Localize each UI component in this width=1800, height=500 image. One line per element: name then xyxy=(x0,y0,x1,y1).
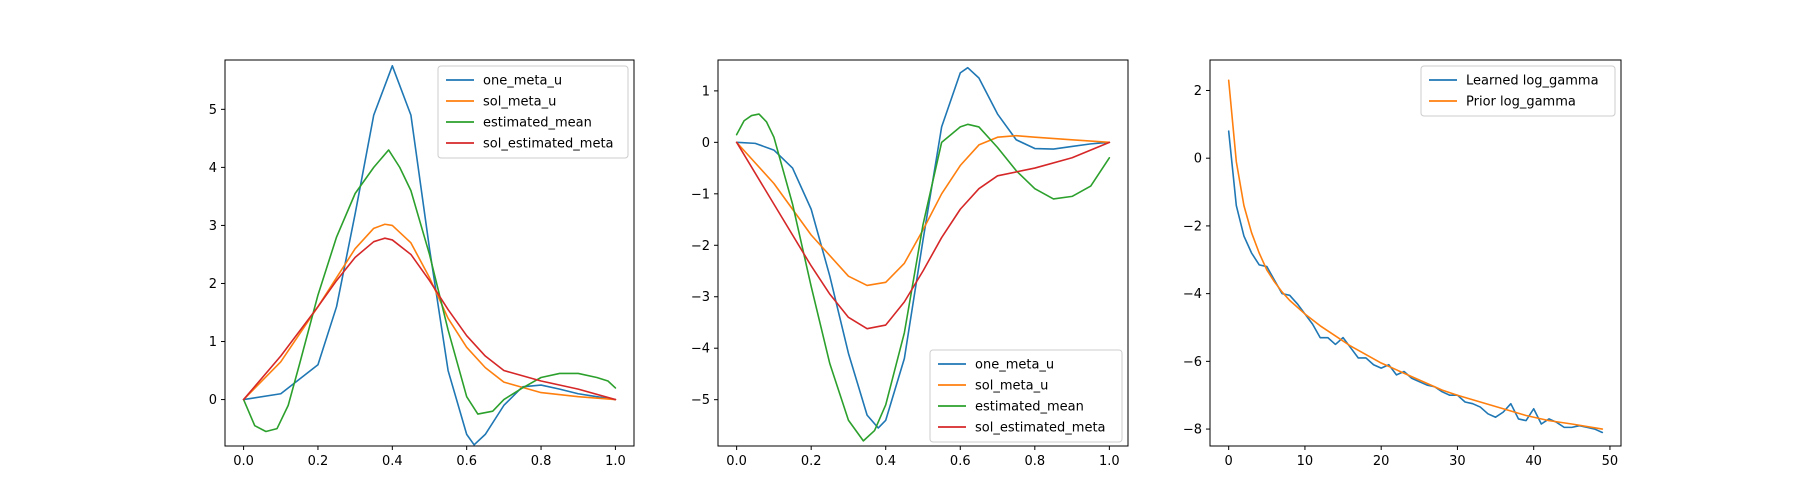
subplot-1: 0.0 0.2 0.4 0.6 0.8 1.0 0 1 2 3 4 5 one_meta_u sol_me… xyxy=(209,59,635,469)
axes-frame xyxy=(1209,59,1622,447)
series-line-one-meta-u xyxy=(242,65,617,446)
y-tick-label: 0 xyxy=(1194,152,1202,167)
y-tick-label: 2 xyxy=(1194,84,1202,99)
legend-label: sol_estimated_meta xyxy=(975,421,1106,436)
legend-label: sol_meta_u xyxy=(975,379,1048,394)
x-tick-label: 20 xyxy=(1373,454,1390,469)
axes-frame xyxy=(717,59,1129,447)
y-tick-label: 1 xyxy=(209,335,217,350)
series-line-prior-log-gamma xyxy=(1227,79,1604,430)
plot-lines xyxy=(242,65,617,446)
x-tick-label: 0.6 xyxy=(950,454,971,469)
y-tick-label: −3 xyxy=(691,290,710,305)
legend-label: Prior log_gamma xyxy=(1466,95,1576,110)
legend-label: one_meta_u xyxy=(483,74,562,89)
y-tick-label: −2 xyxy=(691,239,710,254)
y-tick-label: 1 xyxy=(702,84,710,99)
axes-frame xyxy=(224,59,635,447)
subplot-2: 0.0 0.2 0.4 0.6 0.8 1.0 −5 −4 −3 −2 −1 0 1 one_meta_u… xyxy=(691,59,1129,469)
legend-label: one_meta_u xyxy=(975,358,1054,373)
series-line-one-meta-u xyxy=(735,66,1111,429)
series-line-sol-estimated-meta xyxy=(242,237,617,401)
x-tick-label: 0.8 xyxy=(1024,454,1045,469)
legend-box xyxy=(929,349,1123,443)
x-tick-label: 50 xyxy=(1602,454,1619,469)
legend: Learned log_gamma Prior log_gamma xyxy=(1420,65,1616,117)
legend-label: Learned log_gamma xyxy=(1466,74,1599,89)
x-tick-label: 0.4 xyxy=(382,454,403,469)
legend-label: estimated_mean xyxy=(975,400,1084,415)
y-tick-label: −2 xyxy=(1183,219,1202,234)
x-tick-label: 0.0 xyxy=(233,454,254,469)
series-line-sol-meta-u xyxy=(735,134,1111,287)
y-tick-label: −4 xyxy=(691,342,710,357)
x-tick-label: 0 xyxy=(1225,454,1233,469)
plot-lines xyxy=(735,66,1111,442)
legend: one_meta_u sol_meta_u estimated_mean sol_es… xyxy=(929,349,1123,443)
legend-label: estimated_mean xyxy=(483,116,592,131)
x-tick-label: 30 xyxy=(1449,454,1466,469)
series-line-estimated-mean xyxy=(735,113,1111,442)
y-tick-label: 3 xyxy=(209,219,217,234)
y-tick-label: 2 xyxy=(209,277,217,292)
x-tick-label: 0.0 xyxy=(726,454,747,469)
x-tick-label: 0.2 xyxy=(801,454,822,469)
x-tick-label: 0.2 xyxy=(308,454,329,469)
series-line-learned-log-gamma xyxy=(1227,130,1604,434)
plot-lines xyxy=(1227,79,1604,434)
legend-box xyxy=(437,65,629,159)
y-tick-label: 5 xyxy=(209,103,217,118)
y-tick-label: −5 xyxy=(691,393,710,408)
series-line-estimated-mean xyxy=(242,149,617,433)
y-tick-label: 4 xyxy=(209,161,217,176)
y-tick-label: −4 xyxy=(1183,287,1202,302)
x-tick-label: 0.8 xyxy=(531,454,552,469)
legend-box xyxy=(1420,65,1616,117)
y-tick-label: 0 xyxy=(702,136,710,151)
y-tick-label: −8 xyxy=(1183,423,1202,438)
series-line-sol-estimated-meta xyxy=(735,141,1111,330)
x-tick-label: 0.4 xyxy=(875,454,896,469)
y-tick-label: −6 xyxy=(1183,355,1202,370)
x-tick-label: 10 xyxy=(1297,454,1314,469)
x-tick-label: 1.0 xyxy=(1099,454,1120,469)
y-tick-label: 0 xyxy=(209,393,217,408)
legend-label: sol_meta_u xyxy=(483,95,556,110)
subplot-3: 0 10 20 30 40 50 −8 −6 −4 −2 0 2 Learned log_gamma Pr… xyxy=(1183,59,1622,469)
legend: one_meta_u sol_meta_u estimated_mean sol_es… xyxy=(437,65,629,159)
legend-label: sol_estimated_meta xyxy=(483,137,614,152)
x-tick-label: 0.6 xyxy=(456,454,477,469)
y-tick-label: −1 xyxy=(691,187,710,202)
x-tick-label: 1.0 xyxy=(605,454,626,469)
x-tick-label: 40 xyxy=(1525,454,1542,469)
